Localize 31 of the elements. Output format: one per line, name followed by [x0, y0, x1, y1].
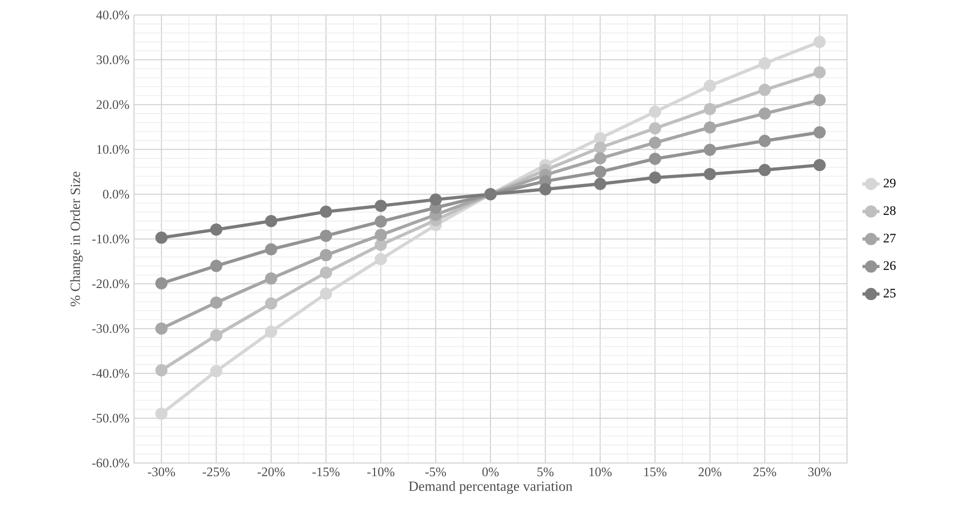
y-tick-label: -60.0%	[92, 458, 130, 468]
legend-label: 29	[884, 178, 896, 188]
y-tick-label: -10.0%	[92, 234, 130, 244]
y-tick-label: 40.0%	[96, 10, 130, 20]
x-tick-label: 0%	[482, 468, 499, 476]
y-tick-label: 0.0%	[103, 190, 130, 199]
x-tick-label: -10%	[367, 468, 394, 476]
x-tick-label: 15%	[644, 468, 666, 476]
x-axis-title: Demand percentage variation	[408, 481, 572, 494]
legend-label: 26	[884, 261, 896, 270]
x-tick-label: -25%	[202, 468, 230, 476]
x-tick-label: -15%	[312, 468, 340, 476]
x-tick-label: 30%	[808, 468, 832, 476]
x-tick-label: -5%	[425, 468, 446, 476]
y-tick-label: 30.0%	[96, 55, 130, 64]
y-tick-label: -20.0%	[92, 279, 130, 288]
legend-label: 25	[884, 288, 896, 298]
legend-label: 27	[884, 234, 896, 242]
y-axis-title: % Change in Order Size	[70, 172, 83, 306]
x-tick-label: 25%	[753, 468, 776, 476]
x-tick-label: 20%	[698, 468, 722, 476]
y-tick-label: -30.0%	[92, 324, 130, 333]
legend-label: 28	[884, 206, 896, 215]
y-tick-label: -40.0%	[92, 369, 130, 378]
x-tick-label: 5%	[537, 468, 554, 476]
x-tick-label: 10%	[589, 468, 612, 476]
x-tick-label: -20%	[258, 468, 285, 476]
x-tick-label: -30%	[148, 468, 176, 476]
y-tick-label: 10.0%	[97, 145, 130, 154]
y-tick-label: 20.0%	[96, 100, 130, 109]
y-tick-label: -50.0%	[92, 414, 130, 423]
